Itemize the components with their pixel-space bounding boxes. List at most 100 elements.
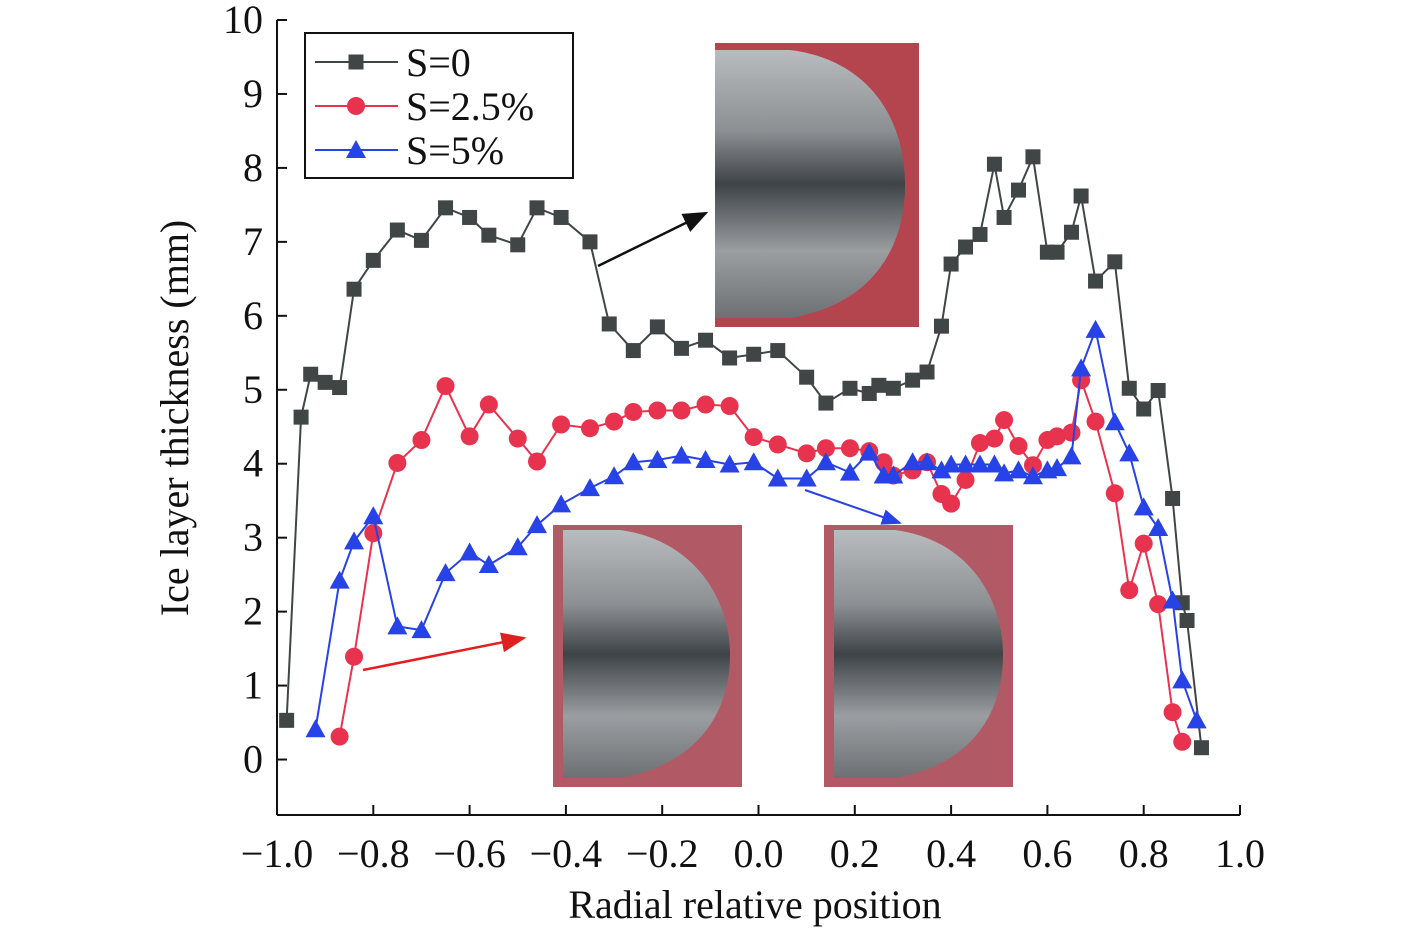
point [1149, 595, 1168, 614]
point [279, 712, 295, 728]
point [796, 468, 817, 487]
point [365, 252, 381, 268]
point [1119, 443, 1140, 462]
point [1049, 244, 1065, 260]
x-tick-label: −0.4 [530, 831, 603, 876]
point [1162, 590, 1183, 609]
point [996, 209, 1012, 225]
point [317, 374, 333, 390]
point [767, 468, 788, 487]
x-tick-label: 1.0 [1215, 831, 1265, 876]
point [1172, 670, 1193, 689]
point [648, 401, 667, 420]
y-tick-label: 3 [243, 515, 263, 560]
point [435, 563, 456, 582]
point [1047, 458, 1068, 477]
series [305, 319, 1207, 738]
point [720, 397, 739, 416]
legend-marker [347, 97, 365, 115]
point [479, 395, 498, 414]
y-tick-label: 1 [243, 663, 263, 708]
point [478, 555, 499, 574]
point [1008, 460, 1029, 479]
legend: S=0S=2.5%S=5% [304, 32, 574, 179]
point [1048, 427, 1067, 446]
x-tick-label: −0.8 [337, 831, 410, 876]
point [1134, 534, 1153, 553]
point [459, 542, 480, 561]
photo [824, 525, 1013, 787]
point [839, 462, 860, 481]
point [1121, 380, 1137, 396]
point [818, 395, 834, 411]
point [1022, 466, 1043, 485]
point [1136, 401, 1152, 417]
x-axis-title: Radial relative position [568, 882, 941, 927]
point [972, 226, 988, 242]
point [1061, 446, 1082, 465]
x-tick-label: 0.6 [1022, 831, 1072, 876]
arrow [804, 489, 902, 525]
inset-photos [362, 43, 1013, 787]
point [743, 452, 764, 471]
series [279, 149, 1209, 756]
point [507, 537, 528, 556]
point [1133, 497, 1154, 516]
point [986, 156, 1002, 172]
point [943, 256, 959, 272]
point [1073, 188, 1089, 204]
point [332, 380, 348, 396]
point [1085, 319, 1106, 338]
point [508, 429, 527, 448]
point [722, 350, 738, 366]
legend-label: S=0 [406, 40, 471, 85]
point [346, 281, 362, 297]
point [994, 463, 1015, 482]
point [551, 494, 572, 513]
point [942, 494, 961, 513]
point [1107, 254, 1123, 270]
point [985, 429, 1004, 448]
point [696, 395, 715, 414]
point [1023, 456, 1042, 475]
point [941, 454, 962, 473]
point [528, 452, 547, 471]
point [412, 431, 431, 450]
point [995, 411, 1014, 430]
point [624, 402, 643, 421]
point [933, 318, 949, 334]
point [797, 444, 816, 463]
point [695, 450, 716, 469]
point [1071, 358, 1092, 377]
point [1165, 490, 1181, 506]
point [345, 647, 364, 666]
point [510, 237, 526, 253]
point [527, 515, 548, 534]
point [746, 346, 762, 362]
point [883, 465, 904, 484]
point [956, 470, 975, 489]
point [931, 460, 952, 479]
x-tick-label: −0.2 [626, 831, 699, 876]
point [1163, 703, 1182, 722]
point [625, 343, 641, 359]
point [1025, 149, 1041, 165]
point [815, 452, 836, 471]
x-tick-label: −1.0 [241, 831, 314, 876]
point [388, 453, 407, 472]
point [553, 209, 569, 225]
point [919, 364, 935, 380]
point [411, 620, 432, 639]
point [438, 200, 454, 216]
point [623, 452, 644, 471]
point [579, 478, 600, 497]
photo [715, 43, 919, 327]
point [529, 200, 545, 216]
point [905, 372, 921, 388]
point [840, 439, 859, 458]
x-tick-label: −0.6 [433, 831, 506, 876]
point [552, 415, 571, 434]
point [672, 401, 691, 420]
point [917, 452, 938, 471]
